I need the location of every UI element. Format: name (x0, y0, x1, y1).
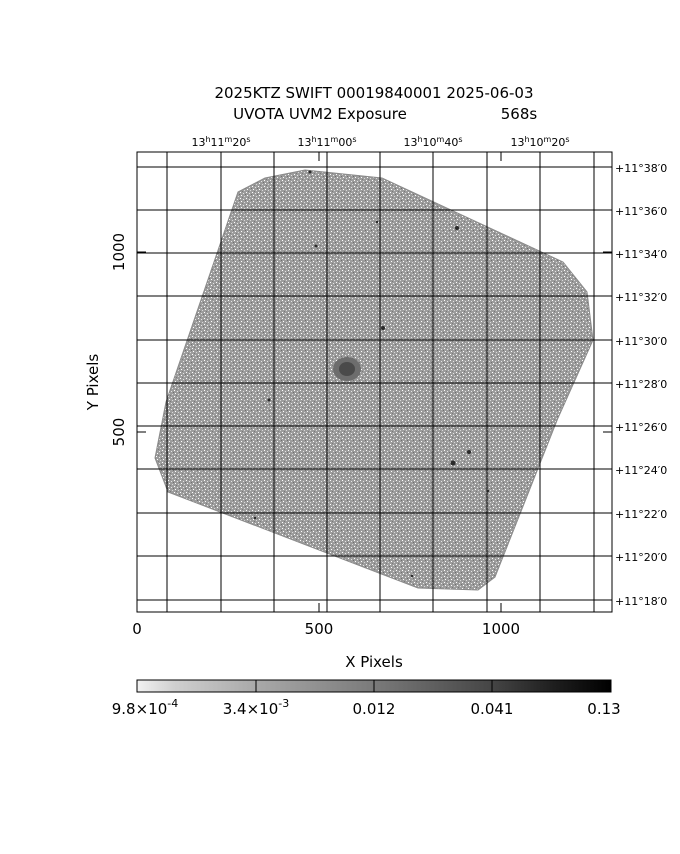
dec-label: +11°34′0 (615, 248, 667, 261)
colorbar-label: 0.041 (471, 700, 514, 718)
dec-label: +11°22′0 (615, 508, 667, 521)
grid-vertical-lines (166, 152, 595, 612)
y-axis-label: Y Pixels (84, 354, 102, 412)
x-axis-label: X Pixels (345, 653, 403, 671)
plot-frame (136, 151, 613, 613)
dec-label: +11°38′0 (615, 162, 667, 175)
colorbar-ticks (255, 680, 493, 692)
dec-label: +11°18′0 (615, 595, 667, 608)
y-pixel-ticks (137, 251, 612, 433)
dec-label: +11°36′0 (615, 205, 667, 218)
dec-label: +11°26′0 (615, 421, 667, 434)
dec-label: +11°20′0 (615, 551, 667, 564)
ra-label: 13h10m40s (403, 135, 462, 149)
figure-title-line1: 2025KTZ SWIFT 00019840001 2025-06-03 (214, 84, 533, 102)
y-tick-label: 500 (110, 418, 128, 447)
x-pixel-ticks (136, 152, 502, 612)
dec-label: +11°30′0 (615, 335, 667, 348)
figure-title-line2-label: UVOTA UVM2 Exposure (233, 105, 407, 123)
ra-label: 13h11m00s (297, 135, 356, 149)
ra-label: 13h10m20s (510, 135, 569, 149)
source-galaxy (333, 357, 361, 381)
colorbar-label: 9.8×10-4 (112, 697, 178, 718)
colorbar-label: 3.4×10-3 (223, 697, 289, 718)
exposure-footprint (154, 169, 594, 591)
x-tick-label: 500 (305, 620, 334, 638)
grid-horizontal-lines (137, 166, 612, 601)
x-tick-label: 1000 (482, 620, 520, 638)
dec-label: +11°32′0 (615, 291, 667, 304)
dec-label: +11°24′0 (615, 464, 667, 477)
colorbar-label: 0.012 (353, 700, 396, 718)
ra-label: 13h11m20s (191, 135, 250, 149)
point-sources (253, 170, 490, 578)
dec-label: +11°28′0 (615, 378, 667, 391)
y-tick-label: 1000 (110, 233, 128, 271)
colorbar-label: 0.13 (587, 700, 620, 718)
x-tick-label: 0 (132, 620, 142, 638)
figure-title-line2-value: 568s (501, 105, 538, 123)
